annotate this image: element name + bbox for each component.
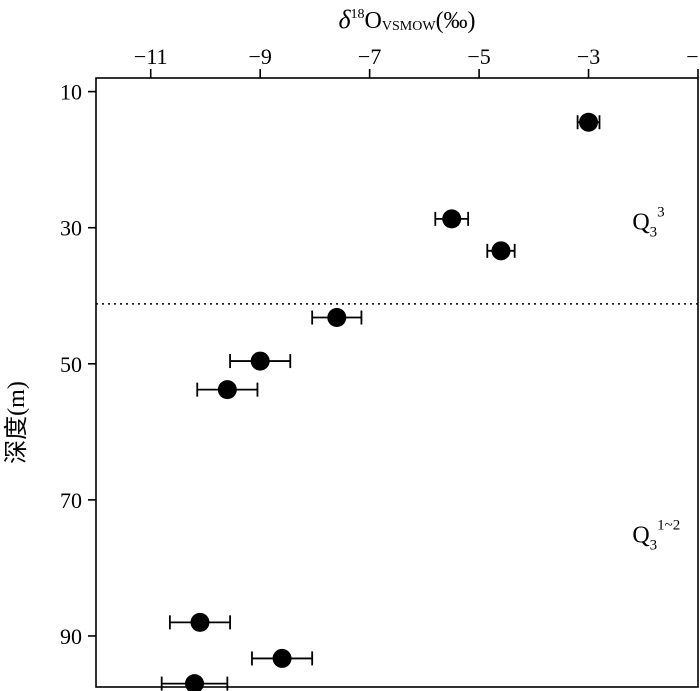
data-point	[272, 648, 292, 668]
y-axis-ticks: 10 30 50 70 90	[60, 80, 96, 649]
data-point	[190, 612, 210, 632]
y-tick-label: 90	[60, 624, 82, 649]
data-point	[442, 209, 462, 229]
data-point	[491, 241, 511, 261]
data-point	[250, 351, 270, 371]
y-axis-title: 深度(m)	[3, 381, 30, 464]
data-points	[160, 112, 601, 691]
x-tick-label: −11	[134, 44, 168, 69]
y-tick-label: 30	[60, 216, 82, 241]
y-tick-label: 70	[60, 488, 82, 513]
y-tick-label: 10	[60, 80, 82, 105]
x-axis-ticks: −11 −9 −7 −5 −3 −1	[134, 44, 700, 78]
data-point	[217, 380, 237, 400]
stratigraphic-unit-label: Q31~2	[632, 518, 680, 554]
data-point	[185, 674, 205, 691]
plot-frame	[95, 77, 699, 688]
x-tick-label: −5	[467, 44, 490, 69]
x-tick-label: −7	[358, 44, 381, 69]
x-tick-label: −1	[686, 44, 700, 69]
unit-annotations: Q33 Q31~2	[632, 205, 680, 554]
y-tick-label: 50	[60, 352, 82, 377]
x-tick-label: −3	[577, 44, 600, 69]
x-axis-title: δ18OVSMOW(‰)	[338, 5, 475, 34]
stratigraphic-unit-label: Q33	[632, 205, 664, 241]
data-point	[579, 112, 599, 132]
x-tick-label: −9	[248, 44, 271, 69]
data-point	[327, 308, 347, 328]
